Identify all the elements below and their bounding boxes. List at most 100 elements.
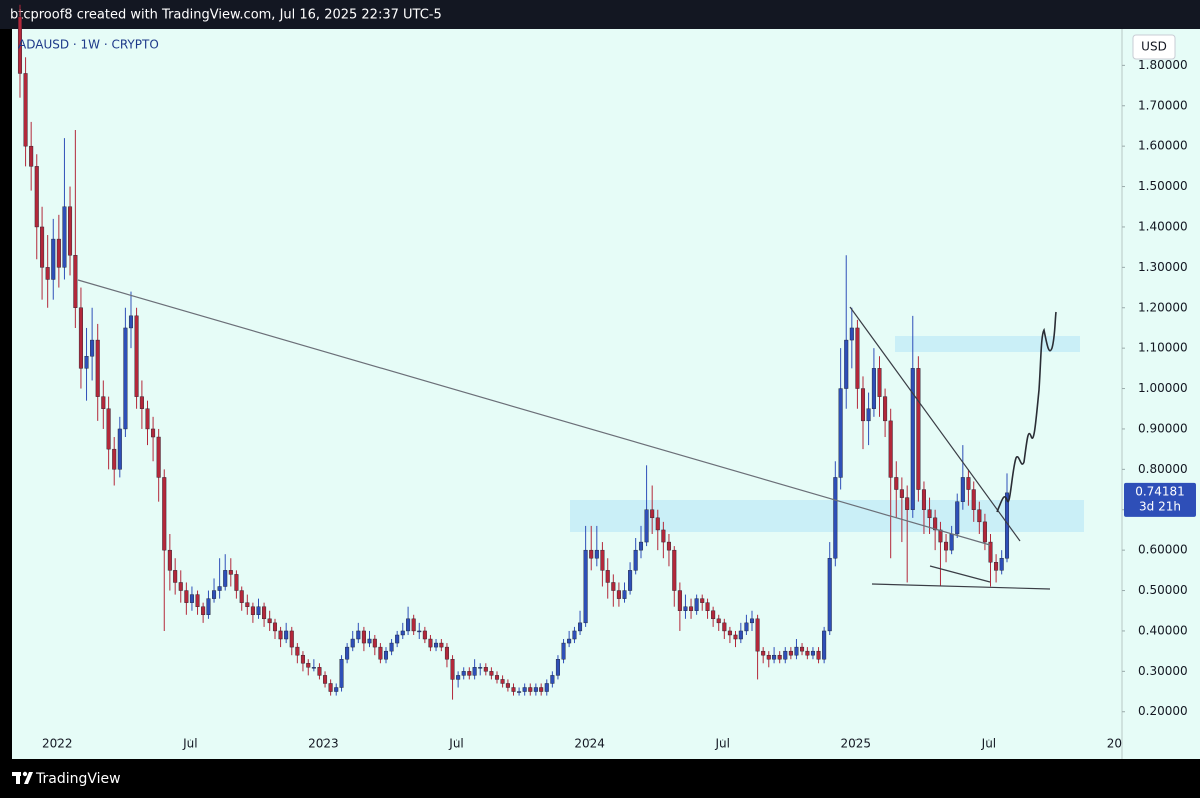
candle-body (267, 618, 272, 624)
candle-body (489, 671, 494, 676)
y-tick-label: 1.30000 (1138, 260, 1188, 274)
candle-body (278, 630, 283, 640)
candle-body (733, 634, 738, 640)
candle-body (777, 654, 782, 660)
candle-body (239, 590, 244, 603)
candle-body (716, 618, 721, 624)
y-tick-label: 0.20000 (1138, 704, 1188, 718)
candle-body (444, 646, 449, 660)
candle-body (594, 549, 599, 559)
candle-body (561, 642, 566, 660)
candle-body (794, 646, 799, 656)
zone-box (570, 500, 1084, 532)
candle-body (871, 368, 876, 409)
candle-body (367, 638, 372, 644)
candle-body (256, 606, 261, 615)
candle-body (605, 570, 610, 583)
zone-box (895, 336, 1080, 352)
candle-body (272, 622, 278, 632)
candle-body (849, 327, 854, 341)
candle-body (461, 671, 466, 676)
support-line (929, 565, 991, 583)
candle-body (106, 408, 111, 450)
x-tick-label: 2023 (308, 737, 339, 751)
candle-body (262, 606, 267, 620)
candle-body (284, 630, 289, 640)
candle-body (528, 687, 533, 692)
candle-body (666, 541, 671, 551)
candle-body (960, 477, 965, 502)
candle-body (434, 642, 439, 648)
candle-body (805, 650, 810, 656)
candle-body (383, 650, 389, 660)
candle-body (694, 598, 699, 611)
projection-path (996, 311, 1057, 513)
candle-body (372, 638, 377, 648)
x-tick-label: Jul (448, 737, 463, 751)
candle-body (228, 570, 233, 575)
candle-body (916, 368, 921, 490)
candle-body (572, 630, 577, 640)
candle-body (145, 408, 150, 430)
candle-body (195, 594, 200, 607)
candle-body (738, 630, 743, 640)
candle-body (622, 590, 627, 599)
candle-body (483, 667, 488, 672)
candle-body (689, 606, 694, 611)
candle-body (189, 594, 194, 603)
candle-body (744, 622, 749, 632)
candle-body (888, 420, 893, 478)
candle-body (439, 642, 444, 648)
candle-body (295, 646, 300, 656)
y-tick-label: 1.50000 (1138, 179, 1188, 193)
candle-body (905, 497, 910, 510)
candle-body (212, 590, 217, 599)
candle-body (289, 630, 294, 648)
candle-body (328, 683, 333, 692)
footer-bar (0, 760, 1200, 798)
candle-body (450, 659, 455, 680)
currency-button[interactable] (1132, 34, 1176, 60)
support-line (871, 583, 1051, 590)
candle-body (306, 663, 311, 668)
candle-body (833, 477, 838, 559)
header-bar (0, 0, 1200, 29)
candle-body (644, 509, 649, 543)
candle-body (988, 541, 993, 563)
logo-part (24, 772, 33, 784)
candle-body (162, 477, 167, 551)
candle-body (933, 517, 938, 531)
candle-body (550, 675, 555, 684)
x-tick-label: 2024 (574, 737, 605, 751)
candle-body (600, 549, 605, 571)
candle-body (633, 549, 638, 571)
candle-body (73, 255, 78, 308)
plot-area: 2022Jul2023Jul2024Jul2025Jul2026 (17, 4, 1137, 751)
candle-body (921, 489, 926, 510)
candle-body (311, 667, 316, 669)
candle-body (56, 238, 61, 268)
candle-body (822, 630, 827, 660)
candle-body (184, 590, 189, 603)
candle-body (34, 166, 39, 228)
candle-body (766, 654, 771, 660)
candle-body (84, 356, 89, 369)
candle-body (123, 327, 128, 430)
y-tick-label: 1.70000 (1138, 98, 1188, 112)
candle-body (838, 388, 843, 478)
candle-body (29, 145, 34, 167)
y-tick-label: 0.30000 (1138, 664, 1188, 678)
y-tick-label: 1.10000 (1138, 341, 1188, 355)
candle-body (317, 667, 322, 676)
symbol-title: ADAUSD · 1W · CRYPTO (18, 38, 159, 52)
candle-body (23, 73, 28, 147)
candle-body (655, 517, 660, 531)
candle-body (206, 598, 211, 615)
candle-body (17, 16, 23, 74)
candle-body (395, 634, 400, 644)
candle-body (128, 315, 134, 329)
candle-body (938, 529, 943, 543)
candle-body (112, 448, 117, 470)
candle-body (783, 650, 788, 660)
candle-body (40, 226, 45, 268)
